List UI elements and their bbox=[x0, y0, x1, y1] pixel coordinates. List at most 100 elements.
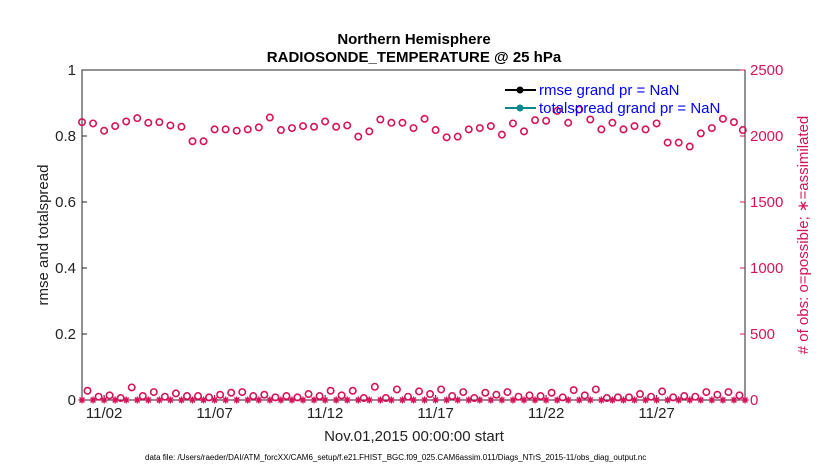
obs-possible-marker bbox=[78, 118, 87, 127]
y-axis-label-left: rmse and totalspread bbox=[35, 165, 52, 306]
plot-area bbox=[81, 69, 746, 401]
y-tick-label-right: 1000 bbox=[750, 260, 783, 277]
obs-assimilated-marker bbox=[376, 396, 384, 404]
chart-title: Northern Hemisphere bbox=[337, 31, 490, 48]
obs-assimilated-marker bbox=[597, 396, 605, 404]
obs-possible-marker bbox=[536, 392, 545, 401]
obs-possible-marker bbox=[370, 382, 379, 391]
obs-possible-marker bbox=[392, 385, 401, 394]
obs-possible-marker bbox=[691, 392, 700, 401]
obs-possible-marker bbox=[426, 390, 435, 399]
y-tick-label-right: 2500 bbox=[750, 62, 783, 79]
obs-possible-marker bbox=[724, 388, 733, 397]
obs-possible-marker bbox=[254, 123, 263, 132]
obs-possible-marker bbox=[127, 383, 136, 392]
obs-possible-marker bbox=[105, 391, 114, 400]
obs-possible-marker bbox=[354, 132, 363, 141]
obs-possible-marker bbox=[558, 393, 567, 402]
x-tick-label: 11/12 bbox=[307, 405, 343, 422]
obs-assimilated-marker bbox=[487, 396, 495, 404]
obs-possible-marker bbox=[210, 125, 219, 134]
obs-possible-marker bbox=[89, 119, 98, 128]
obs-possible-marker bbox=[243, 125, 252, 134]
obs-assimilated-marker bbox=[741, 396, 749, 404]
y-axis-label-right: # of obs: o=possible; ∗=assimilated bbox=[795, 116, 812, 355]
obs-possible-marker bbox=[348, 386, 357, 395]
obs-possible-marker bbox=[448, 392, 457, 401]
obs-possible-marker bbox=[155, 118, 164, 127]
obs-possible-marker bbox=[83, 386, 92, 395]
x-tick-label: 11/22 bbox=[528, 405, 564, 422]
obs-possible-marker bbox=[282, 392, 291, 401]
obs-assimilated-marker bbox=[719, 396, 727, 404]
obs-assimilated-marker bbox=[321, 396, 329, 404]
obs-possible-marker bbox=[453, 132, 462, 141]
legend-rmse-label: rmse grand pr = NaN bbox=[539, 82, 679, 99]
obs-possible-marker bbox=[569, 386, 578, 395]
obs-possible-marker bbox=[205, 393, 214, 402]
obs-possible-marker bbox=[298, 122, 307, 131]
obs-possible-marker bbox=[310, 122, 319, 131]
y-tick-label-right: 0 bbox=[750, 392, 758, 409]
obs-possible-marker bbox=[304, 390, 313, 399]
data-markers bbox=[78, 105, 749, 404]
x-tick-label: 11/02 bbox=[86, 405, 122, 422]
obs-possible-marker bbox=[613, 393, 622, 402]
obs-assimilated-marker bbox=[421, 396, 429, 404]
obs-possible-marker bbox=[271, 393, 280, 402]
obs-possible-marker bbox=[680, 392, 689, 401]
obs-possible-marker bbox=[182, 392, 191, 401]
obs-possible-marker bbox=[326, 386, 335, 395]
obs-assimilated-marker bbox=[553, 396, 561, 404]
obs-possible-marker bbox=[514, 392, 523, 401]
obs-assimilated-marker bbox=[310, 396, 318, 404]
obs-possible-marker bbox=[171, 389, 180, 398]
obs-assimilated-marker bbox=[708, 396, 716, 404]
obs-assimilated-marker bbox=[78, 396, 86, 404]
obs-assimilated-marker bbox=[133, 396, 141, 404]
obs-possible-marker bbox=[586, 115, 595, 124]
obs-possible-marker bbox=[276, 126, 285, 135]
obs-possible-marker bbox=[497, 130, 506, 139]
obs-possible-marker bbox=[652, 119, 661, 128]
obs-possible-marker bbox=[249, 392, 258, 401]
y-axis-right: 0 500 1000 1500 2000 2500 bbox=[740, 62, 783, 409]
obs-assimilated-marker bbox=[332, 396, 340, 404]
obs-assimilated-marker bbox=[277, 396, 285, 404]
obs-possible-marker bbox=[674, 138, 683, 147]
obs-possible-marker bbox=[738, 126, 747, 135]
obs-assimilated-marker bbox=[653, 396, 661, 404]
obs-assimilated-marker bbox=[642, 396, 650, 404]
y-tick-label-right: 500 bbox=[750, 326, 775, 343]
obs-assimilated-marker bbox=[564, 396, 572, 404]
obs-possible-marker bbox=[475, 124, 484, 133]
obs-possible-marker bbox=[442, 133, 451, 142]
obs-assimilated-marker bbox=[177, 396, 185, 404]
obs-possible-marker bbox=[160, 392, 169, 401]
obs-assimilated-marker bbox=[365, 396, 373, 404]
obs-possible-marker bbox=[591, 385, 600, 394]
obs-possible-marker bbox=[729, 118, 738, 127]
obs-possible-marker bbox=[144, 118, 153, 127]
obs-possible-marker bbox=[696, 129, 705, 138]
obs-assimilated-marker bbox=[144, 396, 152, 404]
obs-assimilated-marker bbox=[542, 396, 550, 404]
obs-assimilated-marker bbox=[233, 396, 241, 404]
legend: rmse grand pr = NaN totalspread grand pr… bbox=[505, 82, 720, 117]
obs-assimilated-marker bbox=[166, 396, 174, 404]
obs-assimilated-marker bbox=[122, 396, 130, 404]
obs-possible-marker bbox=[437, 385, 446, 394]
x-axis: 11/02 11/07 11/12 11/17 11/22 11/27 bbox=[86, 395, 675, 422]
obs-assimilated-marker bbox=[111, 396, 119, 404]
obs-possible-marker bbox=[685, 142, 694, 151]
obs-assimilated-marker bbox=[222, 396, 230, 404]
obs-assimilated-marker bbox=[575, 396, 583, 404]
obs-possible-marker bbox=[332, 122, 341, 131]
legend-rmse-marker bbox=[516, 86, 524, 94]
obs-assimilated-marker bbox=[465, 396, 473, 404]
obs-assimilated-marker bbox=[100, 396, 108, 404]
obs-possible-marker bbox=[232, 126, 241, 135]
obs-assimilated-marker bbox=[354, 396, 362, 404]
obs-assimilated-marker bbox=[509, 396, 517, 404]
x-tick-label: 11/17 bbox=[417, 405, 453, 422]
